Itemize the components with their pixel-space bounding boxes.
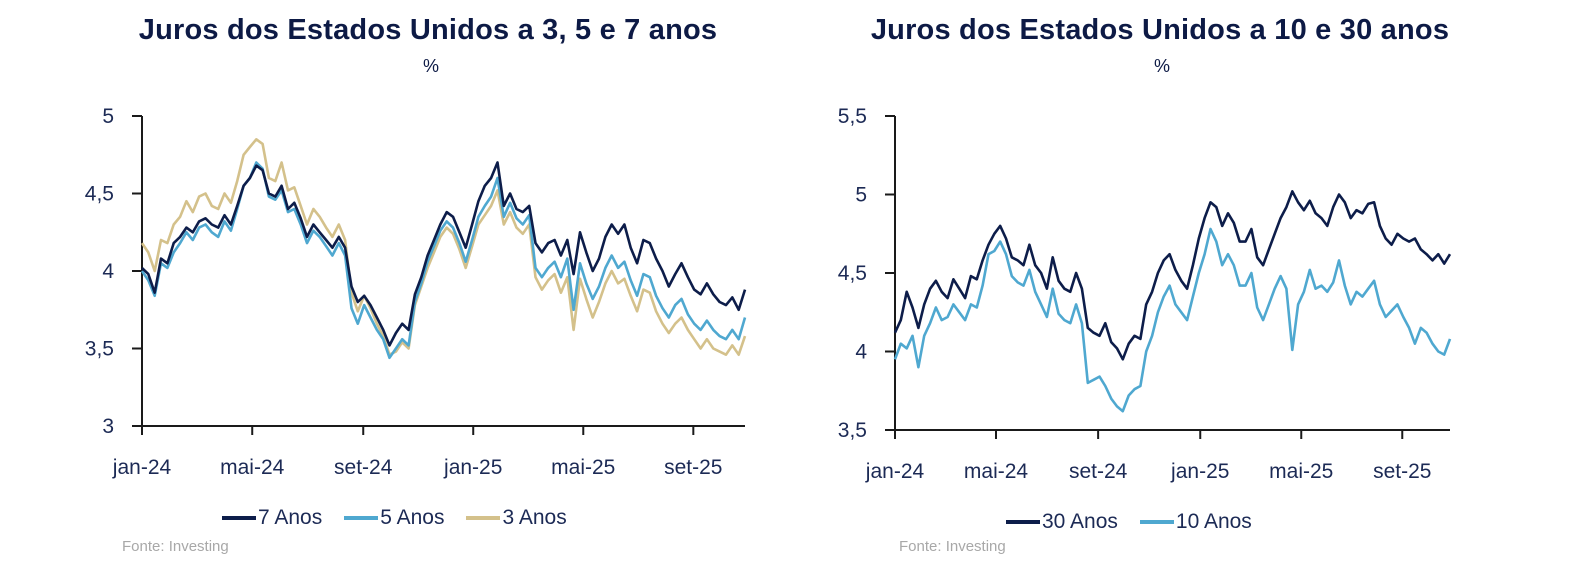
y-tick-label: 4: [855, 341, 867, 364]
series-line-10-anos: [893, 227, 1452, 413]
legend-item-10-anos: 10 Anos: [1139, 510, 1252, 534]
legend-label: 7 Anos: [258, 506, 323, 529]
x-tick-label: set-24: [334, 456, 393, 479]
legend-swatch-30-anos: [1006, 520, 1040, 524]
legend-item-7-anos: 7 Anos: [222, 506, 322, 530]
series-line-3-anos: [140, 138, 747, 357]
x-tick-label: mai-25: [1269, 460, 1333, 483]
chart-panel-3-5-7-anos: Juros dos Estados Unidos a 3, 5 e 7 anos…: [85, 14, 747, 555]
x-tick-label: set-24: [1069, 460, 1128, 483]
series-line-30-anos: [893, 190, 1452, 361]
x-tick-label: mai-24: [964, 460, 1029, 483]
legend-label: 10 Anos: [1175, 510, 1252, 533]
x-tick-label: jan-24: [865, 460, 925, 483]
legend-swatch-10-anos: [1139, 520, 1174, 524]
source-note: Fonte: Investing: [122, 538, 229, 555]
y-tick-label: 4,5: [838, 262, 867, 285]
y-tick-label: 5: [855, 184, 867, 207]
line-chart-10-30-anos: 3,5 4 4,5 5 5,5 jan-24 mai-24 set-24 jan-25 mai-2…: [838, 105, 1452, 483]
y-tick-label: 3,5: [85, 338, 114, 361]
legend-item-5-anos: 5 Anos: [344, 506, 444, 530]
chart-title: Juros dos Estados Unidos a 3, 5 e 7 anos: [138, 14, 718, 46]
chart-legend: 7 Anos 5 Anos 3 Anos: [222, 506, 589, 530]
legend-swatch-5-anos: [344, 516, 379, 520]
legend-swatch-3-anos: [466, 516, 501, 520]
line-chart-3-5-7-anos: 3 3,5 4 4,5 5 jan-24 mai-24 set-24 jan-25 mai-25 s…: [85, 105, 747, 479]
chart-panel-10-30-anos: Juros dos Estados Unidos a 10 e 30 anos …: [790, 0, 1576, 576]
y-tick-label: 3,5: [838, 419, 867, 442]
y-tick-label: 4,5: [85, 183, 114, 206]
x-tick-label: mai-24: [220, 456, 285, 479]
legend-label: 30 Anos: [1042, 510, 1118, 533]
y-tick-label: 5,5: [838, 105, 867, 128]
source-note: Fonte: Investing: [899, 538, 1006, 555]
series-line-5-anos: [140, 161, 747, 360]
y-tick-label: 4: [102, 260, 114, 283]
chart-unit-label: %: [423, 56, 440, 76]
y-tick-label: 5: [102, 105, 114, 128]
y-tick-label: 3: [102, 415, 114, 438]
legend-swatch-7-anos: [222, 516, 256, 520]
chart-title: Juros dos Estados Unidos a 10 e 30 anos: [870, 14, 1450, 46]
x-tick-label: jan-25: [443, 456, 502, 479]
x-tick-label: set-25: [664, 456, 722, 479]
x-tick-label: set-25: [1373, 460, 1431, 483]
legend-label: 5 Anos: [380, 506, 445, 529]
legend-label: 3 Anos: [502, 506, 567, 529]
legend-item-30-anos: 30 Anos: [1006, 510, 1118, 534]
x-tick-label: jan-25: [1170, 460, 1229, 483]
x-tick-label: mai-25: [551, 456, 615, 479]
chart-unit-label: %: [1154, 56, 1171, 76]
x-tick-label: jan-24: [112, 456, 172, 479]
series-line-7-anos: [141, 161, 747, 347]
legend-item-3-anos: 3 Anos: [466, 506, 567, 530]
chart-legend: 30 Anos 10 Anos: [1006, 510, 1274, 534]
